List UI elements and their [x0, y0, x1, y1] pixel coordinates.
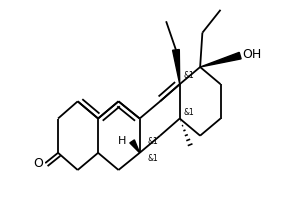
Text: &1: &1 — [184, 108, 194, 117]
Text: &1: &1 — [147, 137, 158, 146]
Polygon shape — [172, 49, 180, 84]
Polygon shape — [200, 52, 241, 67]
Text: O: O — [33, 157, 43, 170]
Text: H: H — [117, 136, 126, 146]
Text: &1: &1 — [184, 71, 194, 79]
Polygon shape — [130, 140, 140, 153]
Text: OH: OH — [242, 48, 262, 61]
Text: &1: &1 — [147, 154, 158, 163]
